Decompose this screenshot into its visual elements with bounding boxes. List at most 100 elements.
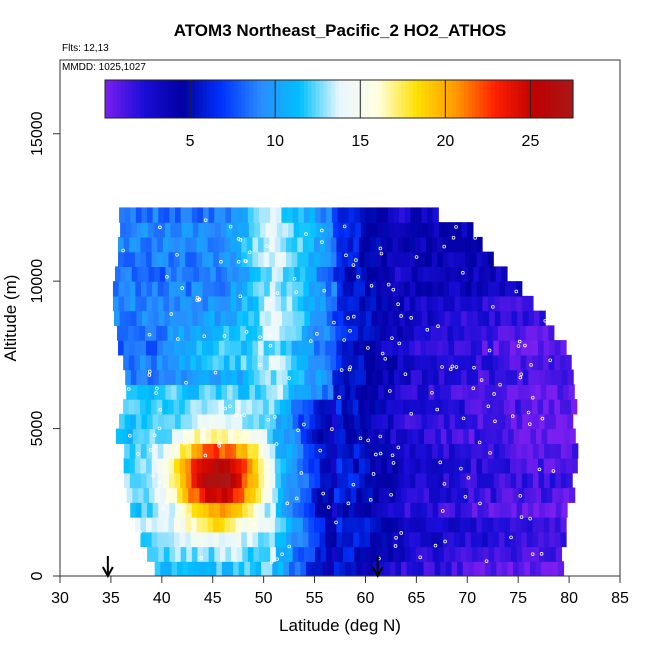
- sample-point: [296, 428, 300, 433]
- sample-point: [274, 442, 279, 446]
- sample-point: [147, 332, 152, 337]
- sample-point: [132, 537, 137, 542]
- sample-point: [368, 498, 373, 502]
- sample-point: [371, 472, 376, 476]
- sample-point: [287, 376, 292, 380]
- sample-point: [484, 559, 489, 563]
- sample-point: [176, 337, 180, 341]
- colorbar-tick-label: 25: [522, 133, 540, 150]
- x-axis: 30 35 40 45 50 55 60 65 70 75 80 85: [51, 576, 629, 607]
- x-tick-label: 85: [611, 590, 629, 607]
- sample-point: [435, 407, 440, 412]
- sample-point: [202, 334, 207, 339]
- sample-point: [222, 334, 227, 338]
- chart-title: ATOM3 Northeast_Pacific_2 HO2_ATHOS: [174, 21, 507, 40]
- sample-point: [320, 228, 324, 233]
- sample-point: [518, 375, 523, 380]
- sample-point: [138, 529, 142, 534]
- sample-point: [308, 339, 313, 343]
- sample-point: [390, 336, 394, 340]
- sample-point: [267, 464, 271, 469]
- sample-point: [409, 411, 414, 416]
- sample-point: [461, 270, 465, 275]
- sample-point: [147, 373, 152, 377]
- x-tick-label: 45: [204, 590, 222, 607]
- sample-point: [269, 560, 274, 564]
- sample-point: [169, 312, 174, 316]
- sample-point: [217, 443, 221, 448]
- sample-point: [378, 434, 383, 439]
- sample-point: [121, 248, 125, 253]
- sample-point: [380, 351, 385, 356]
- sample-point: [199, 555, 203, 560]
- sample-point: [551, 243, 556, 247]
- sample-point: [238, 294, 243, 298]
- colorbar: 5 10 15 20 25: [104, 79, 574, 150]
- sample-point: [492, 392, 496, 396]
- sample-point: [299, 471, 304, 475]
- sample-point: [369, 284, 374, 288]
- sample-point: [322, 288, 327, 293]
- plot-frame: [59, 59, 621, 577]
- sample-point: [519, 372, 523, 377]
- sample-point: [493, 419, 497, 424]
- sample-point: [505, 255, 509, 260]
- sample-point: [523, 343, 527, 348]
- down-arrow-icon: [101, 556, 114, 579]
- sample-point: [418, 555, 423, 560]
- sample-point: [388, 389, 392, 393]
- sample-point: [517, 339, 522, 344]
- sample-point: [488, 450, 492, 455]
- sample-point: [498, 382, 502, 387]
- sample-point: [386, 282, 391, 287]
- sample-point: [268, 298, 273, 302]
- sample-point: [479, 378, 484, 382]
- sample-point: [280, 552, 284, 557]
- sample-point: [265, 244, 269, 248]
- x-tick-label: 40: [153, 590, 171, 607]
- sample-point: [537, 467, 542, 472]
- sample-point: [442, 244, 447, 249]
- sample-point: [342, 338, 346, 342]
- sample-point: [354, 258, 358, 262]
- sample-point: [356, 274, 360, 279]
- sample-point: [477, 440, 482, 445]
- sample-point: [136, 452, 140, 456]
- sample-point: [151, 473, 156, 478]
- sample-point: [202, 425, 206, 430]
- sample-point: [491, 305, 495, 309]
- sample-point: [217, 441, 221, 446]
- sample-point: [326, 505, 331, 509]
- sample-point: [178, 505, 183, 510]
- sample-point: [397, 341, 402, 346]
- sample-point: [238, 238, 243, 242]
- sample-point: [219, 259, 223, 264]
- sample-point: [451, 235, 456, 240]
- sample-point: [244, 330, 249, 334]
- sample-point: [158, 407, 162, 412]
- sample-point: [486, 404, 491, 409]
- sample-point: [394, 535, 398, 540]
- x-tick-label: 70: [458, 590, 476, 607]
- sample-point: [175, 253, 179, 257]
- sample-point: [539, 282, 544, 287]
- sample-point: [344, 253, 348, 258]
- sample-point: [466, 475, 471, 480]
- y-tick-label: 5000: [29, 411, 46, 447]
- sample-point: [203, 453, 208, 458]
- heatmap-field: [112, 207, 579, 576]
- sample-point: [161, 506, 165, 511]
- x-axis-label: Latitude (deg N): [279, 616, 401, 635]
- sample-point: [442, 482, 447, 486]
- sample-point: [366, 346, 370, 350]
- sample-point: [430, 390, 434, 395]
- sample-point: [302, 422, 306, 427]
- sample-point: [253, 521, 257, 526]
- sample-point: [390, 453, 395, 458]
- sample-point: [285, 501, 290, 506]
- sample-point: [440, 365, 444, 369]
- sample-point: [342, 224, 347, 229]
- sample-point: [514, 289, 519, 294]
- sample-point: [528, 282, 533, 287]
- sample-point: [409, 316, 413, 320]
